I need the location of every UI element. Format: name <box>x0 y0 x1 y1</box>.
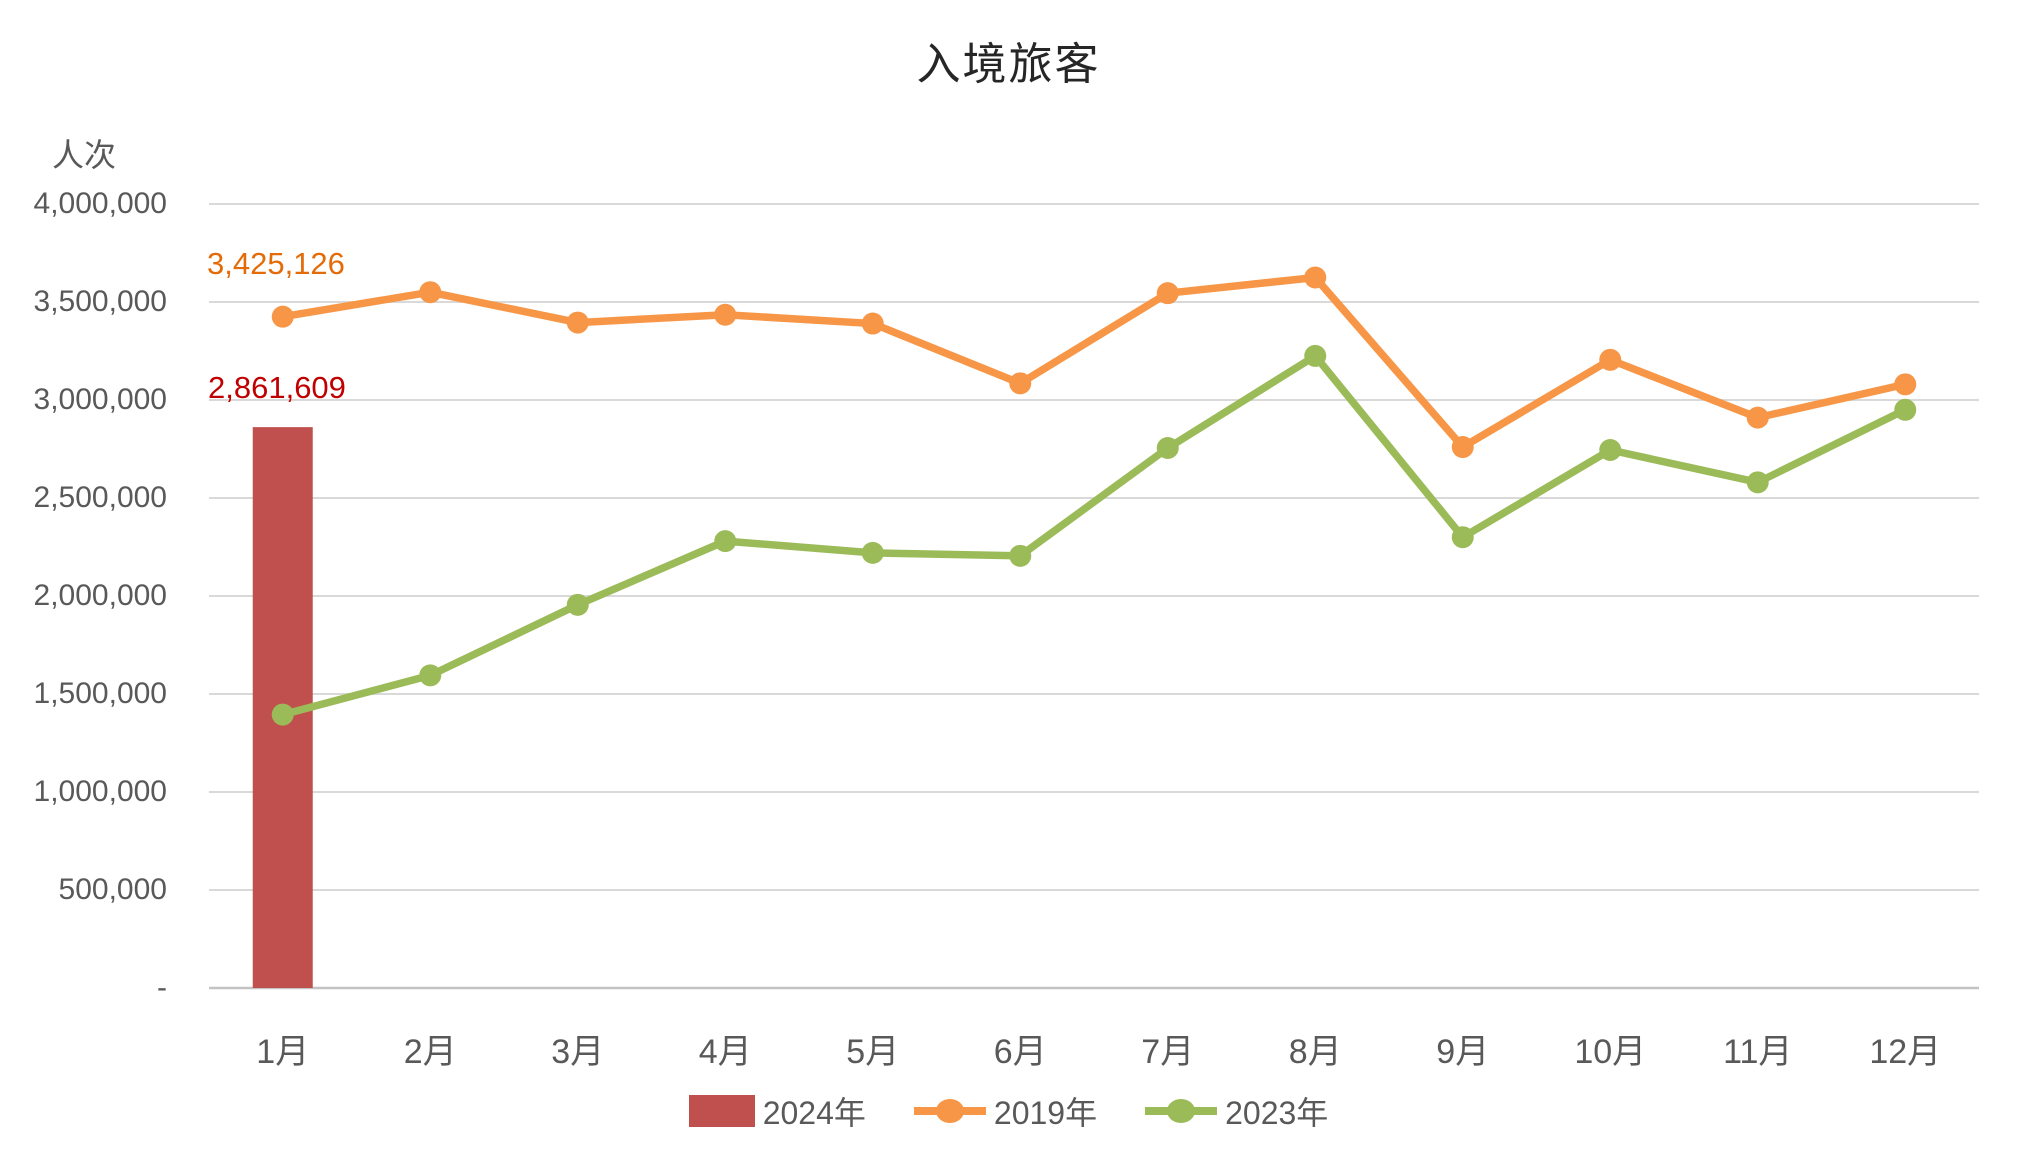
marker-2019年-12月 <box>1894 373 1917 396</box>
marker-2019年-10月 <box>1599 348 1622 371</box>
x-tick-label-6月: 6月 <box>993 1033 1047 1071</box>
y-tick-label: 500,000 <box>58 873 167 906</box>
x-tick-label-11月: 11月 <box>1723 1033 1793 1071</box>
legend-line-swatch <box>913 1094 986 1128</box>
legend-label: 2019年 <box>993 1095 1098 1131</box>
line-2023年 <box>279 352 1909 719</box>
data-label-2024-jan: 2,861,609 <box>208 370 346 405</box>
x-tick-label-10月: 10月 <box>1574 1033 1647 1071</box>
legend-item-2019年: 2019年 <box>913 1088 1098 1134</box>
x-tick-label-9月: 9月 <box>1436 1033 1490 1071</box>
marker-2023年-5月 <box>861 541 884 564</box>
legend-item-2023年: 2023年 <box>1145 1088 1328 1134</box>
marker-2019年-1月 <box>271 305 294 328</box>
marker-2023年-9月 <box>1451 526 1474 549</box>
y-tick-label: 2,500,000 <box>33 481 167 514</box>
marker-2023年-6月 <box>1009 544 1032 567</box>
y-tick-label: 4,000,000 <box>33 187 167 220</box>
legend-line-marker <box>1167 1099 1196 1123</box>
legend-line-swatch <box>1145 1094 1218 1128</box>
y-tick-label: 3,000,000 <box>33 383 167 416</box>
marker-2019年-6月 <box>1009 372 1032 395</box>
y-axis-unit-label: 人次 <box>52 137 117 173</box>
x-tick-label-3月: 3月 <box>551 1033 605 1071</box>
x-tick-label-8月: 8月 <box>1288 1033 1342 1071</box>
x-tick-label-12月: 12月 <box>1869 1033 1942 1071</box>
marker-2023年-8月 <box>1304 344 1327 367</box>
x-tick-label-7月: 7月 <box>1141 1033 1195 1071</box>
marker-2019年-5月 <box>861 312 884 335</box>
marker-2023年-2月 <box>419 664 442 687</box>
legend-label: 2024年 <box>762 1095 866 1131</box>
marker-2023年-12月 <box>1894 398 1917 421</box>
y-tick-label: 1,000,000 <box>33 775 167 808</box>
legend-item-2024年: 2024年 <box>688 1088 866 1134</box>
legend-label: 2023年 <box>1225 1095 1329 1131</box>
line-2019年 <box>279 273 1909 451</box>
marker-2023年-3月 <box>566 593 589 616</box>
marker-2019年-3月 <box>566 311 589 334</box>
y-tick-label: 2,000,000 <box>33 579 167 612</box>
chart-title: 入境旅客 <box>916 40 1101 89</box>
marker-2023年-11月 <box>1746 471 1769 494</box>
x-tick-label-4月: 4月 <box>698 1033 752 1071</box>
y-tick-label: 1,500,000 <box>33 677 167 710</box>
x-tick-label-2月: 2月 <box>403 1033 457 1071</box>
marker-2019年-2月 <box>419 281 442 304</box>
legend: 2024年 2019年 2023年 <box>0 1088 2017 1134</box>
y-tick-label: - <box>157 971 167 1004</box>
marker-2019年-8月 <box>1304 266 1327 289</box>
y-tick-label: 3,500,000 <box>33 285 167 318</box>
x-tick-label-1月: 1月 <box>256 1033 310 1071</box>
marker-2023年-1月 <box>271 703 294 726</box>
data-label-2019-jan: 3,425,126 <box>207 246 345 281</box>
legend-bar-swatch <box>688 1095 755 1127</box>
legend-line-marker <box>935 1099 964 1123</box>
marker-2019年-4月 <box>714 303 737 326</box>
x-tick-label-5月: 5月 <box>846 1033 900 1071</box>
marker-2019年-7月 <box>1156 282 1179 305</box>
marker-2023年-7月 <box>1156 437 1179 460</box>
marker-2023年-10月 <box>1599 438 1622 461</box>
marker-2019年-9月 <box>1451 436 1474 459</box>
marker-2019年-11月 <box>1746 406 1769 429</box>
marker-2023年-4月 <box>714 530 737 553</box>
